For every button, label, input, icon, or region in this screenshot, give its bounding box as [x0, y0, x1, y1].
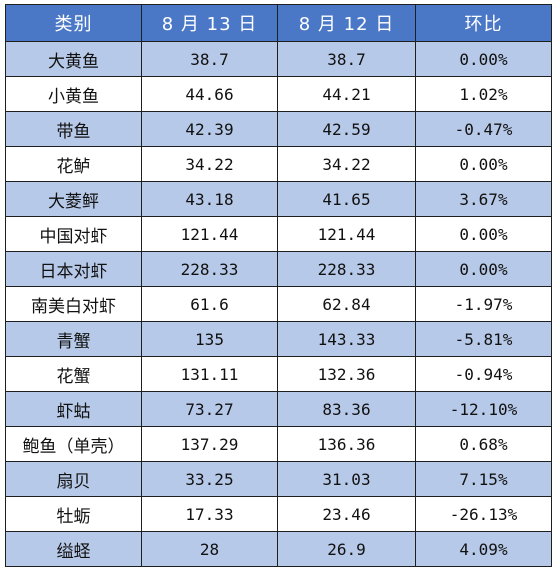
change-cell: -0.47%	[415, 111, 552, 147]
change-cell: -5.81%	[415, 321, 552, 357]
category-cell: 牡蛎	[5, 496, 142, 532]
price-aug-12-cell: 83.36	[277, 391, 416, 427]
category-cell: 虾蛄	[5, 391, 142, 427]
table-row: 花蟹 131.11 132.36 -0.94%	[5, 356, 552, 392]
change-cell: 4.09%	[415, 531, 552, 567]
category-cell: 缢蛏	[5, 531, 142, 567]
change-cell: -26.13%	[415, 496, 552, 532]
change-cell: -0.94%	[415, 356, 552, 392]
table-row: 日本对虾 228.33 228.33 0.00%	[5, 251, 552, 287]
price-aug-12-cell: 42.59	[277, 111, 416, 147]
price-aug-12-cell: 41.65	[277, 181, 416, 217]
table-row: 牡蛎 17.33 23.46 -26.13%	[5, 496, 552, 532]
price-aug-13-cell: 44.66	[141, 76, 278, 112]
change-cell: 0.00%	[415, 216, 552, 252]
price-aug-12-cell: 23.46	[277, 496, 416, 532]
change-cell: -12.10%	[415, 391, 552, 427]
price-aug-12-cell: 132.36	[277, 356, 416, 392]
category-cell: 大黄鱼	[5, 41, 142, 77]
price-aug-12-cell: 38.7	[277, 41, 416, 77]
category-cell: 青蟹	[5, 321, 142, 357]
price-aug-13-cell: 17.33	[141, 496, 278, 532]
header-change: 环比	[415, 4, 552, 42]
table-row: 南美白对虾 61.6 62.84 -1.97%	[5, 286, 552, 322]
price-aug-12-cell: 136.36	[277, 426, 416, 462]
change-cell: 0.00%	[415, 146, 552, 182]
category-cell: 日本对虾	[5, 251, 142, 287]
header-aug-13: 8 月 13 日	[141, 4, 278, 42]
change-cell: 7.15%	[415, 461, 552, 497]
price-aug-13-cell: 131.11	[141, 356, 278, 392]
price-aug-12-cell: 31.03	[277, 461, 416, 497]
price-aug-13-cell: 42.39	[141, 111, 278, 147]
table-row: 缢蛏 28 26.9 4.09%	[5, 531, 552, 567]
change-cell: 3.67%	[415, 181, 552, 217]
header-aug-12: 8 月 12 日	[277, 4, 416, 42]
table-row: 虾蛄 73.27 83.36 -12.10%	[5, 391, 552, 427]
price-aug-12-cell: 26.9	[277, 531, 416, 567]
category-cell: 鲍鱼（单壳）	[5, 426, 142, 462]
price-aug-13-cell: 121.44	[141, 216, 278, 252]
price-aug-13-cell: 43.18	[141, 181, 278, 217]
price-table-container: 类别 8 月 13 日 8 月 12 日 环比 大黄鱼 38.7 38.7 0.…	[5, 4, 552, 567]
change-cell: 0.00%	[415, 251, 552, 287]
seafood-price-table: 类别 8 月 13 日 8 月 12 日 环比 大黄鱼 38.7 38.7 0.…	[5, 4, 552, 567]
table-row: 青蟹 135 143.33 -5.81%	[5, 321, 552, 357]
price-aug-12-cell: 34.22	[277, 146, 416, 182]
category-cell: 花蟹	[5, 356, 142, 392]
table-row: 花鲈 34.22 34.22 0.00%	[5, 146, 552, 182]
change-cell: 0.00%	[415, 41, 552, 77]
table-row: 大菱鲆 43.18 41.65 3.67%	[5, 181, 552, 217]
table-row: 扇贝 33.25 31.03 7.15%	[5, 461, 552, 497]
price-aug-13-cell: 135	[141, 321, 278, 357]
price-aug-13-cell: 34.22	[141, 146, 278, 182]
price-aug-13-cell: 228.33	[141, 251, 278, 287]
table-row: 鲍鱼（单壳） 137.29 136.36 0.68%	[5, 426, 552, 462]
category-cell: 大菱鲆	[5, 181, 142, 217]
change-cell: 1.02%	[415, 76, 552, 112]
table-row: 小黄鱼 44.66 44.21 1.02%	[5, 76, 552, 112]
price-aug-13-cell: 61.6	[141, 286, 278, 322]
price-aug-13-cell: 137.29	[141, 426, 278, 462]
category-cell: 扇贝	[5, 461, 142, 497]
category-cell: 花鲈	[5, 146, 142, 182]
category-cell: 中国对虾	[5, 216, 142, 252]
category-cell: 带鱼	[5, 111, 142, 147]
category-cell: 小黄鱼	[5, 76, 142, 112]
category-cell: 南美白对虾	[5, 286, 142, 322]
change-cell: 0.68%	[415, 426, 552, 462]
price-aug-12-cell: 143.33	[277, 321, 416, 357]
change-cell: -1.97%	[415, 286, 552, 322]
table-row: 带鱼 42.39 42.59 -0.47%	[5, 111, 552, 147]
table-row: 中国对虾 121.44 121.44 0.00%	[5, 216, 552, 252]
price-aug-12-cell: 121.44	[277, 216, 416, 252]
price-aug-13-cell: 28	[141, 531, 278, 567]
price-aug-13-cell: 38.7	[141, 41, 278, 77]
price-aug-13-cell: 33.25	[141, 461, 278, 497]
price-aug-12-cell: 228.33	[277, 251, 416, 287]
table-row: 大黄鱼 38.7 38.7 0.00%	[5, 41, 552, 77]
price-aug-12-cell: 62.84	[277, 286, 416, 322]
price-aug-13-cell: 73.27	[141, 391, 278, 427]
table-header-row: 类别 8 月 13 日 8 月 12 日 环比	[5, 4, 552, 42]
price-aug-12-cell: 44.21	[277, 76, 416, 112]
header-category: 类别	[5, 4, 142, 42]
